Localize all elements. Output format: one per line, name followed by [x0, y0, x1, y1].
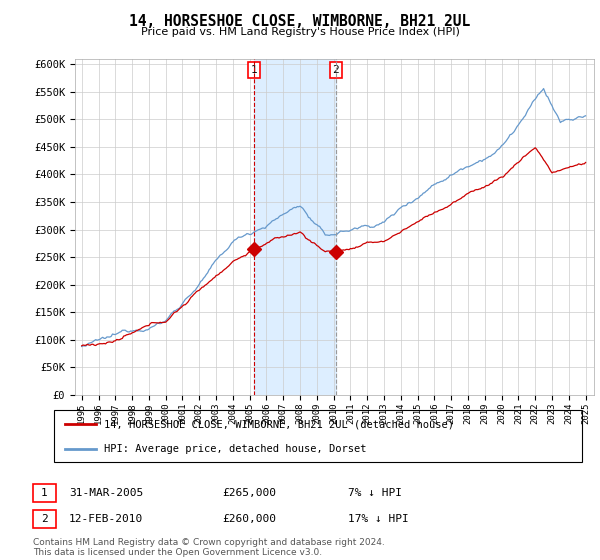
- Text: 2: 2: [332, 65, 339, 75]
- Text: Price paid vs. HM Land Registry's House Price Index (HPI): Price paid vs. HM Land Registry's House …: [140, 27, 460, 37]
- Text: 2: 2: [41, 514, 48, 524]
- Text: Contains HM Land Registry data © Crown copyright and database right 2024.
This d: Contains HM Land Registry data © Crown c…: [33, 538, 385, 557]
- Text: 1: 1: [41, 488, 48, 498]
- Text: 14, HORSESHOE CLOSE, WIMBORNE, BH21 2UL: 14, HORSESHOE CLOSE, WIMBORNE, BH21 2UL: [130, 14, 470, 29]
- Text: £265,000: £265,000: [222, 488, 276, 498]
- Text: 1: 1: [251, 65, 257, 75]
- Text: 14, HORSESHOE CLOSE, WIMBORNE, BH21 2UL (detached house): 14, HORSESHOE CLOSE, WIMBORNE, BH21 2UL …: [104, 419, 454, 430]
- Text: 7% ↓ HPI: 7% ↓ HPI: [348, 488, 402, 498]
- Text: HPI: Average price, detached house, Dorset: HPI: Average price, detached house, Dors…: [104, 444, 367, 454]
- Bar: [254, 59, 335, 395]
- Text: 12-FEB-2010: 12-FEB-2010: [69, 514, 143, 524]
- Text: 31-MAR-2005: 31-MAR-2005: [69, 488, 143, 498]
- Text: £260,000: £260,000: [222, 514, 276, 524]
- Text: 17% ↓ HPI: 17% ↓ HPI: [348, 514, 409, 524]
